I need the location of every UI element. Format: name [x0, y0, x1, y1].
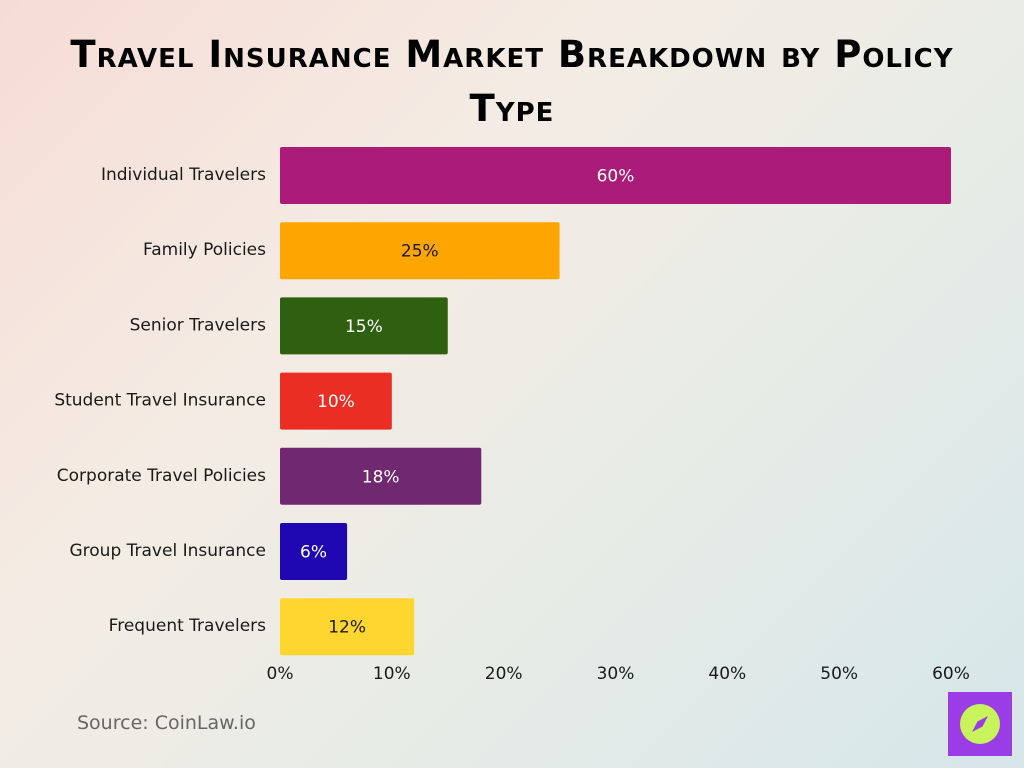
bar	[280, 523, 348, 580]
data-label: 15%	[345, 317, 383, 337]
data-label: 25%	[401, 242, 439, 262]
category-label: Family Policies	[143, 240, 266, 260]
bar	[280, 598, 415, 656]
bar	[280, 222, 560, 280]
x-tick-label: 50%	[820, 664, 858, 684]
x-tick-label: 60%	[932, 664, 970, 684]
x-tick-label: 40%	[708, 664, 746, 684]
bar	[280, 447, 482, 505]
data-label: 6%	[300, 543, 327, 563]
bar	[280, 297, 448, 355]
data-label: 60%	[597, 167, 635, 187]
x-tick-label: 30%	[597, 664, 635, 684]
compass-icon	[960, 704, 1000, 744]
x-tick-label: 10%	[373, 664, 411, 684]
data-label: 10%	[317, 392, 355, 412]
category-label: Individual Travelers	[101, 165, 266, 185]
x-tick-label: 0%	[267, 664, 294, 684]
category-label: Senior Travelers	[130, 315, 267, 335]
source-note: Source: CoinLaw.io	[77, 712, 256, 734]
x-tick-label: 20%	[485, 664, 523, 684]
data-label: 18%	[362, 467, 400, 487]
chart-title: Travel Insurance Market Breakdown by Pol…	[70, 33, 954, 130]
bar	[280, 147, 951, 204]
data-label: 12%	[328, 618, 366, 638]
category-label: Student Travel Insurance	[54, 391, 266, 411]
category-label: Frequent Travelers	[109, 616, 266, 636]
brand-logo	[948, 692, 1012, 756]
category-label: Corporate Travel Policies	[57, 466, 266, 486]
category-label: Group Travel Insurance	[69, 541, 266, 561]
bar-chart: 60% Individual Travelers 25% Family Policie…	[54, 147, 970, 684]
bar	[280, 372, 392, 430]
